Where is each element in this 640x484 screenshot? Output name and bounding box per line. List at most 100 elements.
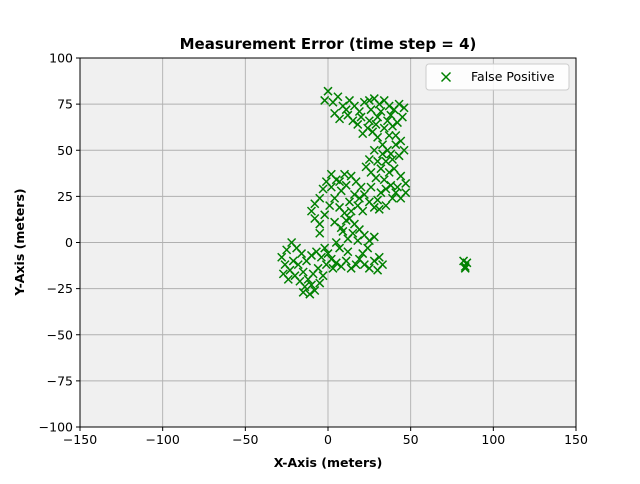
data-point xyxy=(391,140,401,150)
data-point xyxy=(373,265,383,275)
data-point xyxy=(325,201,335,211)
data-point xyxy=(333,92,343,102)
data-point xyxy=(341,105,351,115)
data-point xyxy=(320,95,330,105)
x-tick-label: 50 xyxy=(403,432,419,447)
data-point xyxy=(315,228,325,238)
data-point xyxy=(298,287,308,297)
data-point xyxy=(311,247,321,257)
data-point xyxy=(336,186,346,196)
data-point xyxy=(353,119,363,129)
data-point xyxy=(386,180,396,190)
data-point xyxy=(379,123,389,133)
data-point xyxy=(378,149,388,159)
data-point xyxy=(373,112,383,122)
data-point xyxy=(376,188,386,198)
legend-marker-x-icon xyxy=(440,71,452,83)
data-point xyxy=(394,99,404,109)
data-point xyxy=(318,271,328,281)
data-point xyxy=(293,260,303,270)
data-point xyxy=(371,119,381,129)
data-point xyxy=(330,217,340,227)
data-point xyxy=(371,173,381,183)
data-point xyxy=(399,103,409,113)
data-point xyxy=(326,182,336,192)
data-point xyxy=(379,175,389,185)
data-point xyxy=(323,249,333,259)
data-point xyxy=(344,197,355,207)
data-point xyxy=(384,130,394,141)
data-point xyxy=(378,140,388,150)
data-point xyxy=(320,243,330,253)
data-point xyxy=(340,169,350,179)
y-tick-label: −75 xyxy=(47,373,73,388)
data-point xyxy=(356,112,366,122)
data-point xyxy=(381,184,391,194)
data-point xyxy=(330,193,340,203)
axis-ticks: −150 −100 −50 0 50 100 150−100−75−50−250255075… xyxy=(39,51,588,448)
data-point xyxy=(335,114,345,124)
data-point xyxy=(320,210,330,220)
data-point xyxy=(381,156,391,166)
data-point xyxy=(328,263,338,273)
data-point xyxy=(277,252,287,262)
y-tick-label: −100 xyxy=(39,420,73,435)
legend-marker xyxy=(440,71,452,83)
data-point xyxy=(394,151,404,161)
data-point xyxy=(384,101,394,111)
data-point xyxy=(366,182,376,192)
data-point xyxy=(369,256,379,266)
y-tick-label: −50 xyxy=(47,327,73,342)
data-point xyxy=(287,237,297,248)
data-point xyxy=(310,285,320,296)
data-point xyxy=(462,258,472,268)
data-point xyxy=(341,215,351,225)
x-tick-label: −150 xyxy=(63,432,97,447)
data-point xyxy=(336,223,346,233)
x-tick-label: −100 xyxy=(145,432,179,447)
data-point xyxy=(318,184,328,194)
data-point xyxy=(306,206,316,216)
y-tick-label: 75 xyxy=(57,97,73,112)
data-point xyxy=(392,182,402,192)
data-point xyxy=(335,243,345,253)
data-point xyxy=(396,136,406,146)
y-axis-label: Y-Axis (meters) xyxy=(12,188,27,296)
data-point xyxy=(298,267,308,277)
data-point xyxy=(382,116,393,126)
data-point xyxy=(343,247,353,257)
data-point xyxy=(374,204,384,214)
data-point xyxy=(343,110,353,120)
data-point xyxy=(335,177,345,187)
data-point xyxy=(389,164,399,174)
data-point xyxy=(381,201,391,211)
data-point xyxy=(354,193,364,203)
data-point xyxy=(392,118,402,128)
data-point xyxy=(384,167,394,177)
data-point xyxy=(359,97,369,107)
x-axis-label: X-Axis (meters) xyxy=(274,455,383,470)
data-point xyxy=(306,280,316,290)
data-point xyxy=(364,154,374,165)
data-point xyxy=(323,86,333,96)
data-point xyxy=(315,219,325,229)
data-point xyxy=(373,195,383,205)
data-point xyxy=(278,269,288,279)
data-point xyxy=(376,164,386,174)
data-point xyxy=(359,189,369,200)
chart-title: Measurement Error (time step = 4) xyxy=(180,35,477,53)
data-point xyxy=(336,261,346,272)
legend-label: False Positive xyxy=(471,69,555,84)
data-point xyxy=(369,232,379,242)
data-point xyxy=(315,278,325,288)
data-point xyxy=(300,282,310,292)
data-point xyxy=(374,99,384,109)
data-point xyxy=(326,169,336,179)
data-point xyxy=(364,263,374,273)
data-point xyxy=(401,178,411,188)
data-points xyxy=(277,86,472,299)
data-point xyxy=(346,263,356,273)
data-point xyxy=(391,188,401,198)
